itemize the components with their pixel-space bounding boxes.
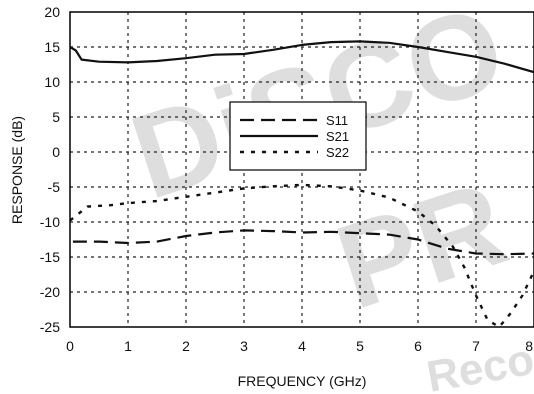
series-line-s21 — [70, 40, 534, 74]
y-tick-label: -5 — [48, 179, 61, 195]
legend-label-s21: S21 — [326, 129, 349, 144]
x-tick-label: 4 — [298, 338, 306, 354]
x-tick-label: 6 — [414, 338, 422, 354]
x-tick-label: 1 — [124, 338, 132, 354]
y-tick-label: 15 — [44, 39, 60, 55]
plot-frame — [69, 11, 534, 328]
series-layer — [70, 40, 534, 327]
y-tick-label: -20 — [40, 284, 60, 300]
y-tick-label: 10 — [44, 74, 60, 90]
x-tick-label: 5 — [356, 338, 364, 354]
y-tick-label: 20 — [44, 4, 60, 20]
y-tick-labels: 20 15 10 5 0 -5 -10 -15 -20 -25 — [40, 4, 60, 335]
y-tick-label: -15 — [40, 249, 60, 265]
x-tick-label: 8 — [525, 338, 533, 354]
series-line-s11 — [72, 229, 534, 256]
x-tick-label: 7 — [472, 338, 480, 354]
y-tick-label: 5 — [52, 109, 60, 125]
grid — [70, 12, 534, 327]
legend-label-s11: S11 — [326, 113, 348, 128]
x-tick-labels: 0 1 2 3 4 5 6 7 8 — [66, 338, 533, 354]
x-tick-label: 3 — [240, 338, 248, 354]
y-tick-label: -25 — [40, 319, 60, 335]
y-axis-title: RESPONSE (dB) — [9, 116, 25, 224]
y-tick-label: 0 — [52, 144, 60, 160]
x-axis-title: FREQUENCY (GHz) — [238, 373, 367, 389]
legend-label-s22: S22 — [326, 145, 349, 160]
x-tick-label: 2 — [182, 338, 190, 354]
y-tick-label: -10 — [40, 214, 60, 230]
x-tick-label: 0 — [66, 338, 74, 354]
